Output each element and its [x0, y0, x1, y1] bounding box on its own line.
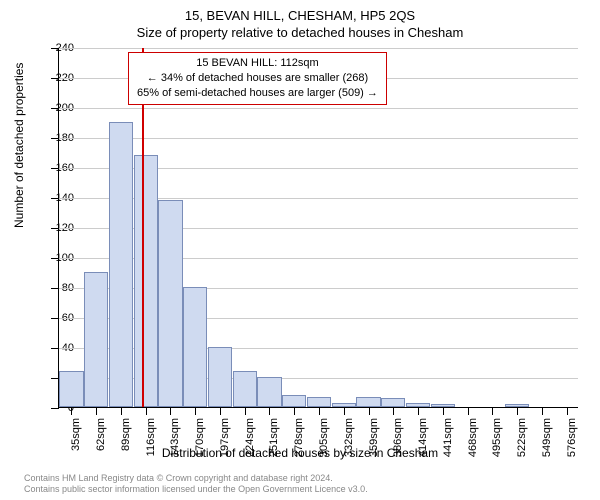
x-tick-label: 495sqm — [491, 418, 503, 462]
histogram-bar — [406, 403, 430, 408]
info-box-line1: 15 BEVAN HILL: 112sqm — [137, 56, 378, 71]
histogram-bar — [431, 404, 455, 407]
histogram-bar — [356, 397, 380, 408]
x-tick-label: 143sqm — [169, 418, 181, 462]
y-axis-title: Number of detached properties — [12, 63, 26, 228]
x-tick — [146, 407, 147, 415]
x-tick — [121, 407, 122, 415]
x-tick-label: 224sqm — [244, 418, 256, 462]
x-tick — [170, 407, 171, 415]
x-tick-label: 359sqm — [368, 418, 380, 462]
histogram-bar — [183, 287, 207, 407]
footer-attribution: Contains HM Land Registry data © Crown c… — [24, 473, 368, 496]
histogram-bar — [208, 347, 232, 407]
gridline — [59, 48, 578, 49]
y-tick — [51, 408, 59, 409]
footer-line1: Contains HM Land Registry data © Crown c… — [24, 473, 368, 485]
y-tick — [51, 318, 59, 319]
x-tick — [567, 407, 568, 415]
x-tick — [96, 407, 97, 415]
x-tick-label: 549sqm — [541, 418, 553, 462]
x-tick — [195, 407, 196, 415]
histogram-bar — [282, 395, 306, 407]
x-tick-label: 251sqm — [268, 418, 280, 462]
gridline — [59, 108, 578, 109]
chart-info-box: 15 BEVAN HILL: 112sqm ← 34% of detached … — [128, 52, 387, 105]
histogram-bar — [381, 398, 405, 407]
page-subtitle: Size of property relative to detached ho… — [0, 23, 600, 40]
histogram-bar — [109, 122, 133, 407]
x-tick — [443, 407, 444, 415]
histogram-bar — [59, 371, 83, 407]
x-tick — [492, 407, 493, 415]
histogram-bar — [505, 404, 529, 407]
x-tick-label: 35sqm — [70, 418, 82, 462]
footer-line2: Contains public sector information licen… — [24, 484, 368, 496]
x-tick — [468, 407, 469, 415]
page-title: 15, BEVAN HILL, CHESHAM, HP5 2QS — [0, 0, 600, 23]
histogram-bar — [257, 377, 281, 407]
x-tick — [294, 407, 295, 415]
x-tick-label: 62sqm — [95, 418, 107, 462]
x-tick-label: 197sqm — [219, 418, 231, 462]
histogram-bar — [84, 272, 108, 407]
x-tick-label: 468sqm — [467, 418, 479, 462]
x-tick — [319, 407, 320, 415]
x-tick-label: 414sqm — [417, 418, 429, 462]
x-tick — [517, 407, 518, 415]
x-tick-label: 89sqm — [120, 418, 132, 462]
histogram-bar — [158, 200, 182, 407]
x-tick-label: 386sqm — [392, 418, 404, 462]
x-tick — [344, 407, 345, 415]
y-tick — [51, 288, 59, 289]
x-tick — [245, 407, 246, 415]
x-tick-label: 332sqm — [343, 418, 355, 462]
x-tick-label: 305sqm — [318, 418, 330, 462]
x-tick-label: 116sqm — [145, 418, 157, 462]
histogram-bar — [233, 371, 257, 407]
histogram-bar — [134, 155, 158, 407]
info-box-line3: 65% of semi-detached houses are larger (… — [137, 86, 378, 101]
x-tick-label: 441sqm — [442, 418, 454, 462]
x-tick-label: 522sqm — [516, 418, 528, 462]
x-tick — [269, 407, 270, 415]
x-tick-label: 278sqm — [293, 418, 305, 462]
x-tick — [542, 407, 543, 415]
info-box-line2: ← 34% of detached houses are smaller (26… — [137, 71, 378, 86]
x-tick — [393, 407, 394, 415]
x-tick-label: 576sqm — [566, 418, 578, 462]
gridline — [59, 138, 578, 139]
x-tick — [220, 407, 221, 415]
x-tick-label: 170sqm — [194, 418, 206, 462]
x-tick — [369, 407, 370, 415]
y-tick — [51, 378, 59, 379]
histogram-bar — [332, 403, 356, 408]
histogram-bar — [307, 397, 331, 408]
y-tick — [51, 348, 59, 349]
x-tick — [418, 407, 419, 415]
